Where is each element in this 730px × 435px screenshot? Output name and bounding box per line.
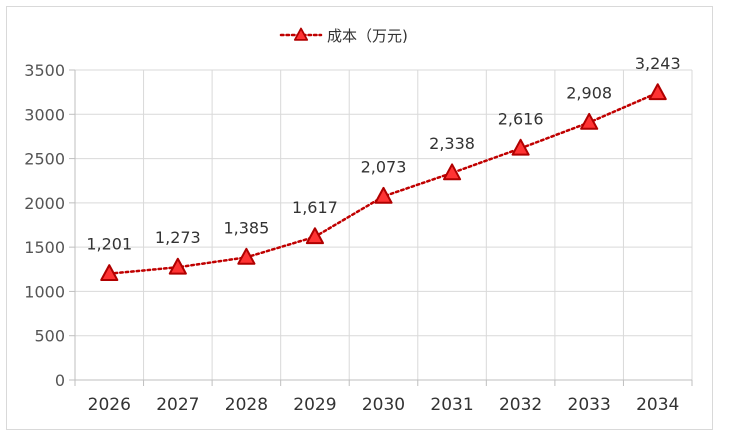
data-label: 1,201 <box>86 235 132 254</box>
grid-layer <box>74 69 693 381</box>
legend-triangle-icon <box>293 27 309 41</box>
x-tick-label: 2034 <box>636 395 679 415</box>
data-point-triangle-icon <box>168 257 187 275</box>
data-label: 1,273 <box>155 228 201 247</box>
legend-series-name: 成本（万元) <box>327 27 408 45</box>
y-tick-label: 2000 <box>24 194 65 213</box>
chart-frame <box>6 6 713 430</box>
data-point-triangle-icon <box>442 163 462 181</box>
y-tick-label: 500 <box>34 327 65 346</box>
x-tick-label: 2032 <box>499 395 542 415</box>
x-tick-label: 2030 <box>362 395 405 415</box>
data-point-triangle-icon <box>305 227 325 245</box>
data-point-triangle-icon <box>374 186 393 204</box>
data-point-triangle-icon <box>511 138 530 156</box>
data-label: 2,908 <box>566 83 612 102</box>
x-tick-label: 2033 <box>568 395 611 415</box>
y-tick-label: 3000 <box>24 105 65 124</box>
y-tick-label: 1500 <box>24 238 65 257</box>
x-tick-label: 2029 <box>293 395 336 415</box>
x-tick-label: 2026 <box>88 395 131 415</box>
data-label: 2,073 <box>361 157 407 176</box>
data-point-triangle-icon <box>648 83 667 101</box>
y-tick-label: 3500 <box>24 61 65 80</box>
axis-layer: 0 500 1000 1500 2000 2500 3000 3500 2026 2027 2028… <box>24 61 693 415</box>
data-label: 2,338 <box>429 134 475 153</box>
label-layer: 1,201 1,273 1,385 1,617 2,073 2,338 2,616 2,908… <box>86 54 680 254</box>
x-tick-label: 2027 <box>156 395 199 415</box>
legend: 成本（万元) <box>279 27 408 45</box>
data-label: 3,243 <box>635 54 681 73</box>
data-label: 1,617 <box>292 198 338 217</box>
x-tick-label: 2028 <box>225 395 268 415</box>
data-label: 1,385 <box>223 218 269 237</box>
data-label: 2,616 <box>498 109 544 128</box>
y-tick-label: 0 <box>55 371 65 390</box>
x-tick-label: 2031 <box>430 395 473 415</box>
series-layer <box>100 83 667 282</box>
data-point-triangle-icon <box>580 112 599 130</box>
y-tick-label: 1000 <box>24 282 65 301</box>
y-tick-label: 2500 <box>24 150 65 169</box>
data-point-triangle-icon <box>237 247 256 265</box>
data-point-triangle-icon <box>100 264 119 282</box>
